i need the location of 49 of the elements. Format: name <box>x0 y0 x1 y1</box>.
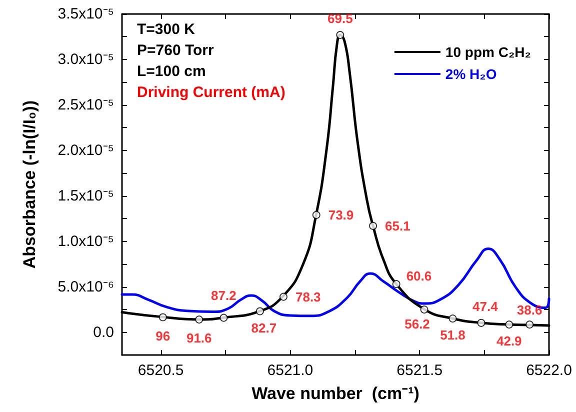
x-axis-title: Wave number (cm⁻¹) <box>252 384 420 403</box>
point <box>336 30 344 39</box>
x-tick-label: 6520.5 <box>138 362 184 379</box>
y-tick-label: 1.0x10⁻⁵ <box>58 232 114 250</box>
annotation: 60.6 <box>406 268 432 284</box>
point <box>392 280 400 288</box>
annotation: L=100 cm <box>137 63 206 80</box>
point <box>505 320 514 329</box>
annotation: 51.8 <box>440 328 466 343</box>
annotation: 91.6 <box>186 330 212 346</box>
y-tick-label: 5.0x10⁻⁶ <box>58 278 114 296</box>
annotation: 73.9 <box>328 207 354 222</box>
point <box>369 222 378 230</box>
annotation: 69.5 <box>328 10 353 26</box>
annotation: 47.4 <box>472 298 499 314</box>
y-axis-title: Absorbance (-ln(I/I₀)) <box>20 100 39 269</box>
y-tick-label: 1.5x10⁻⁵ <box>58 187 114 204</box>
point <box>220 314 228 322</box>
point <box>279 292 288 301</box>
legend-label: 2% H₂O <box>445 66 497 82</box>
annotation: 38.6 <box>516 302 542 318</box>
annotation: 56.2 <box>404 316 430 332</box>
annotation: P=760 Torr <box>137 42 214 59</box>
y-tick-label: 2.0x10⁻⁵ <box>58 142 114 159</box>
point <box>477 318 486 327</box>
annotation: 42.9 <box>496 334 522 349</box>
line-series <box>120 248 550 318</box>
x-tick-label: 6521.5 <box>396 362 443 379</box>
y-tick-label: 3.5x10⁻⁵ <box>58 6 114 22</box>
annotation: Driving Current (mA) <box>137 84 286 101</box>
annotation: 78.3 <box>295 289 321 304</box>
point <box>312 210 320 219</box>
y-tick-label: 2.5x10⁻⁵ <box>58 96 114 114</box>
point <box>448 314 457 323</box>
point <box>420 306 428 314</box>
legend-label: 10 ppm C₂H₂ <box>445 44 532 60</box>
y-tick-label: 0.0 <box>93 324 114 341</box>
annotation: 65.1 <box>385 218 410 234</box>
y-tick-label: 3.0x10⁻⁵ <box>58 50 114 68</box>
point <box>526 320 534 329</box>
annotation: T=300 K <box>137 21 196 38</box>
annotation: 82.7 <box>251 320 277 336</box>
annotation: 96 <box>156 328 170 344</box>
point <box>158 313 167 322</box>
x-tick-label: 6522.0 <box>526 362 572 379</box>
point <box>256 307 264 316</box>
annotation: 87.2 <box>211 288 236 303</box>
x-tick-label: 6521.0 <box>267 362 314 379</box>
point <box>195 316 204 324</box>
